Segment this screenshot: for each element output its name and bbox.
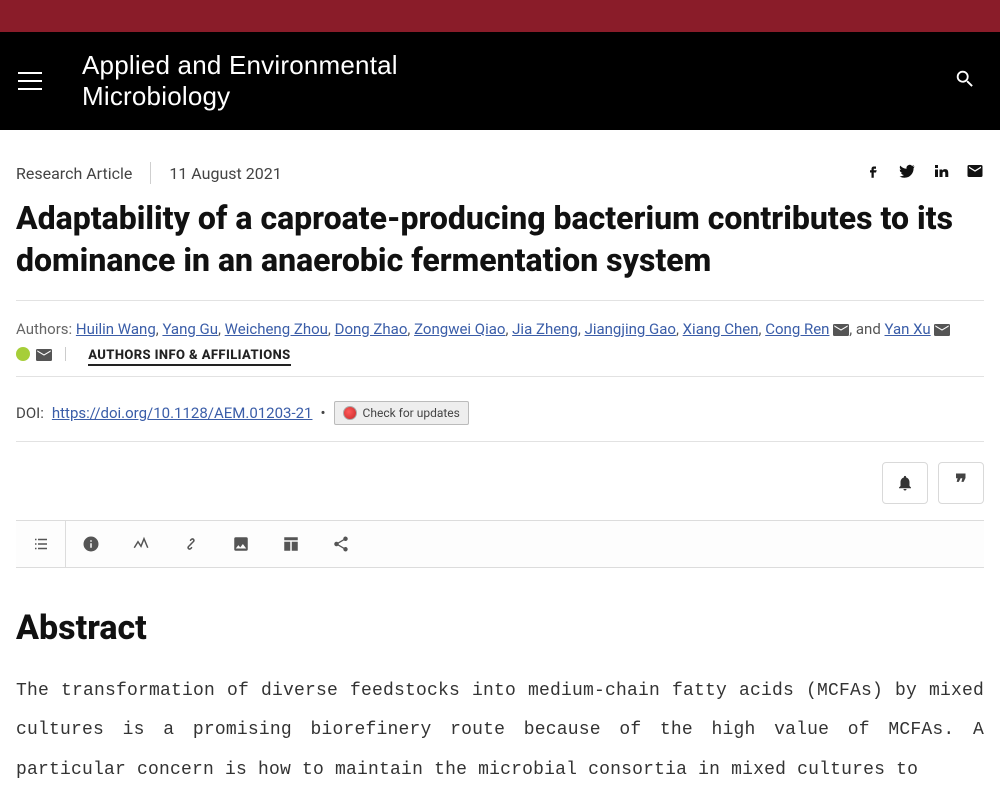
doi-row: DOI: https://doi.org/10.1128/AEM.01203-2… (16, 377, 984, 441)
meta-divider (150, 162, 151, 184)
orcid-icon[interactable] (16, 347, 30, 361)
journal-title[interactable]: Applied and Environmental Microbiology (82, 50, 398, 112)
tables-tab-icon[interactable] (266, 521, 316, 567)
info-tab-icon[interactable] (66, 521, 116, 567)
crossmark-button[interactable]: Check for updates (334, 401, 469, 425)
share-icons (864, 162, 984, 184)
affil-divider (65, 347, 66, 361)
article-tab-bar (16, 520, 984, 568)
authors-block: Authors: Huilin Wang, Yang Gu, Weicheng … (16, 301, 984, 376)
doi-label: DOI: (16, 404, 44, 422)
authors-list: Huilin Wang, Yang Gu, Weicheng Zhou, Don… (76, 320, 951, 338)
author-link[interactable]: Jiangjing Gao (585, 320, 676, 338)
menu-icon[interactable] (18, 72, 42, 90)
article-content: Research Article 11 August 2021 Adaptabi… (0, 130, 1000, 790)
twitter-icon[interactable] (898, 162, 916, 184)
author-link[interactable]: Jia Zheng (512, 320, 578, 338)
figures-tab-icon[interactable] (216, 521, 266, 567)
author-email-icon[interactable] (833, 324, 849, 336)
publication-date: 11 August 2021 (169, 164, 281, 183)
author-link[interactable]: Dong Zhao (335, 320, 408, 338)
cite-button[interactable]: ❞ (938, 462, 984, 504)
abstract-heading: Abstract (16, 568, 984, 672)
author-link[interactable]: Yan Xu (885, 320, 931, 338)
linkedin-icon[interactable] (932, 162, 950, 184)
article-title: Adaptability of a caproate-producing bac… (16, 194, 984, 299)
doi-link[interactable]: https://doi.org/10.1128/AEM.01203-21 (52, 404, 313, 422)
author-link[interactable]: Zongwei Qiao (414, 320, 505, 338)
authors-info-link[interactable]: AUTHORS INFO & AFFILIATIONS (88, 348, 290, 366)
authors-label: Authors: (16, 320, 72, 338)
alert-button[interactable] (882, 462, 928, 504)
article-meta-row: Research Article 11 August 2021 (16, 130, 984, 194)
article-actions: ❞ (16, 442, 984, 520)
journal-title-line1: Applied and Environmental (82, 50, 398, 81)
author-link[interactable]: Huilin Wang (76, 320, 156, 338)
contents-tab-icon[interactable] (16, 521, 66, 567)
author-link[interactable]: Yang Gu (162, 320, 218, 338)
author-link[interactable]: Cong Ren (765, 320, 829, 338)
journal-title-line2: Microbiology (82, 81, 398, 112)
abstract-body: The transformation of diverse feedstocks… (16, 672, 984, 791)
brand-top-strip (0, 0, 1000, 32)
email-icon[interactable] (966, 162, 984, 184)
corresponding-email-icon[interactable] (36, 349, 52, 361)
author-email-icon[interactable] (934, 324, 950, 336)
author-link[interactable]: Xiang Chen (683, 320, 759, 338)
author-link[interactable]: Weicheng Zhou (225, 320, 328, 338)
crossmark-icon (343, 406, 357, 420)
metrics-tab-icon[interactable] (116, 521, 166, 567)
site-header: Applied and Environmental Microbiology (0, 32, 1000, 130)
crossmark-label: Check for updates (363, 406, 460, 420)
share-tab-icon[interactable] (316, 521, 366, 567)
search-icon[interactable] (954, 68, 976, 94)
facebook-icon[interactable] (864, 162, 882, 184)
references-tab-icon[interactable] (166, 521, 216, 567)
article-type: Research Article (16, 164, 132, 183)
